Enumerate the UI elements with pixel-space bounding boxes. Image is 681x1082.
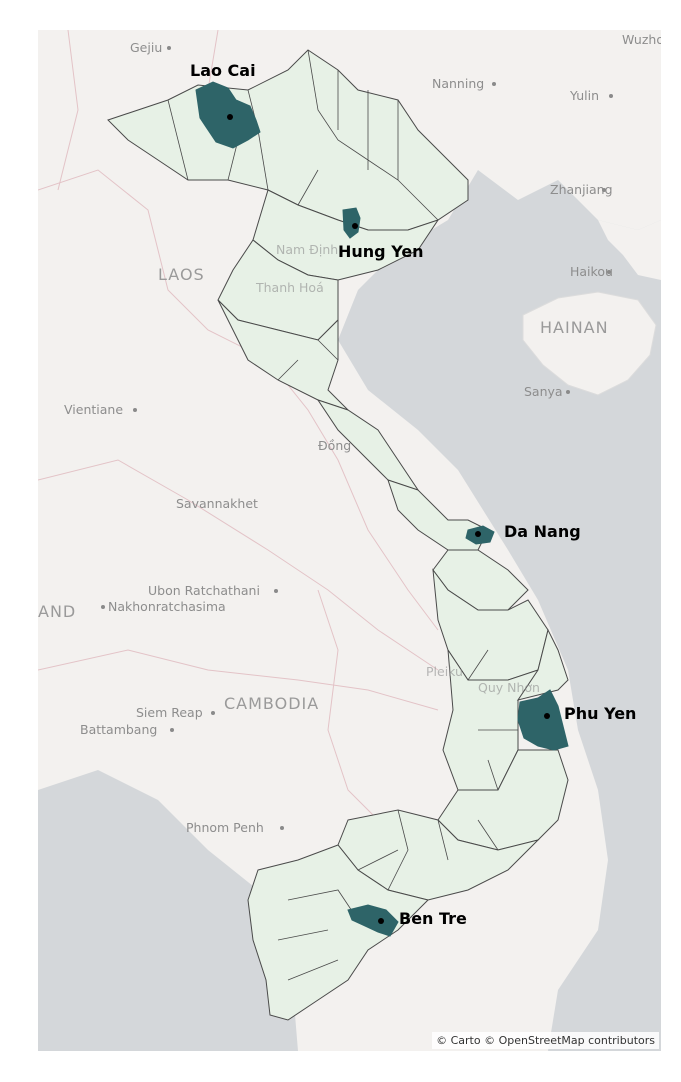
city-dot — [274, 589, 278, 593]
lao-cai-marker[interactable] — [227, 114, 233, 120]
city-dot — [170, 728, 174, 732]
place-label: Nakhonratchasima — [108, 599, 226, 614]
country-label-laos: LAOS — [158, 265, 205, 284]
place-label: Nam Định — [276, 242, 338, 257]
phu-yen-marker[interactable] — [544, 713, 550, 719]
country-labels: LAOS HAINAN CAMBODIA AND — [38, 265, 609, 713]
province-ben-tre[interactable] — [347, 904, 399, 937]
city-dot — [211, 711, 215, 715]
admin-border — [38, 459, 439, 671]
place-label: Quy Nhơn — [478, 680, 540, 695]
province-internal-borders — [167, 49, 518, 981]
hung-yen-label: Hung Yen — [338, 242, 424, 261]
place-label: Pleiku — [426, 664, 463, 679]
city-dot — [133, 408, 137, 412]
place-label: Battambang — [80, 722, 157, 737]
ben-tre-marker[interactable] — [378, 918, 384, 924]
lao-cai-label: Lao Cai — [190, 61, 256, 80]
place-label: Ubon Ratchathani — [148, 583, 260, 598]
province-hung-yen[interactable] — [342, 207, 361, 239]
place-label: Vientiane — [64, 402, 123, 417]
place-label: Wuzhou — [622, 32, 661, 47]
place-label: Sanya — [524, 384, 563, 399]
city-dot — [607, 270, 611, 274]
province-coast-mid[interactable] — [516, 628, 569, 701]
place-label: Zhanjiang — [550, 182, 613, 197]
admin-border — [317, 589, 389, 831]
province-phu-yen[interactable] — [517, 689, 569, 751]
place-label: Siem Reap — [136, 705, 203, 720]
hainan-island — [522, 291, 657, 396]
basemap-labels: Gejiu Wuzhou Nanning Yulin Zhanjiang Hai… — [64, 32, 661, 835]
place-label: Gejiu — [130, 40, 162, 55]
province-nghe-an[interactable] — [217, 299, 349, 411]
place-label: Đồng — [318, 438, 351, 453]
province-mekong-delta[interactable] — [247, 844, 429, 1021]
da-nang-marker[interactable] — [475, 531, 481, 537]
country-label-cambodia: CAMBODIA — [224, 694, 319, 713]
city-dot — [602, 188, 606, 192]
city-dot — [492, 82, 496, 86]
map-canvas[interactable]: Gejiu Wuzhou Nanning Yulin Zhanjiang Hai… — [38, 30, 661, 1051]
city-dot — [566, 390, 570, 394]
gulf-of-tonkin-sea — [338, 170, 661, 1051]
place-label: Haikou — [570, 264, 613, 279]
city-dot — [167, 46, 171, 50]
city-dot — [101, 605, 105, 609]
map-svg[interactable]: Gejiu Wuzhou Nanning Yulin Zhanjiang Hai… — [38, 30, 661, 1051]
hung-yen-marker[interactable] — [352, 223, 358, 229]
province-border — [277, 339, 518, 981]
city-dot — [609, 94, 613, 98]
place-label: Savannakhet — [176, 496, 258, 511]
ben-tre-label: Ben Tre — [399, 909, 467, 928]
leizhou-peninsula — [598, 220, 661, 280]
da-nang-label: Da Nang — [504, 522, 581, 541]
markers — [227, 114, 550, 924]
gulf-of-thailand-sea — [38, 770, 298, 1051]
map-attribution: © Carto © OpenStreetMap contributors — [432, 1032, 659, 1049]
city-dot — [280, 826, 284, 830]
phu-yen-label: Phu Yen — [564, 704, 636, 723]
country-label-hainan: HAINAN — [540, 318, 609, 337]
place-label: Yulin — [569, 88, 599, 103]
sea-layer — [38, 170, 661, 1051]
admin-border — [38, 649, 439, 711]
country-label-thailand: AND — [38, 602, 76, 621]
place-label: Phnom Penh — [186, 820, 264, 835]
place-label: Nanning — [432, 76, 484, 91]
place-label: Thanh Hoá — [255, 280, 324, 295]
highlight-labels: Lao Cai Hung Yen Da Nang Phu Yen Ben Tre — [190, 61, 636, 928]
